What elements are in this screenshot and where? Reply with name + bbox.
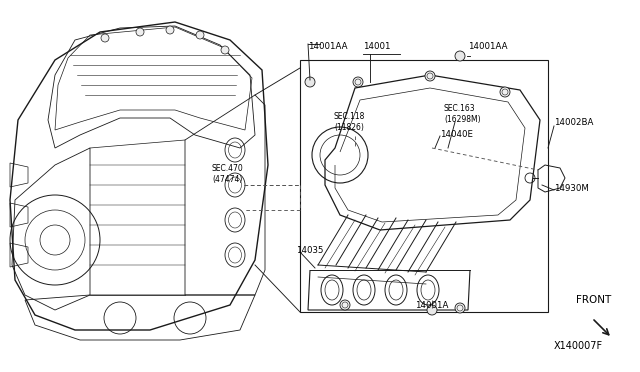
Circle shape <box>221 46 229 54</box>
Text: FRONT: FRONT <box>576 295 611 305</box>
Text: 14001: 14001 <box>363 42 390 51</box>
Text: 14001AA: 14001AA <box>468 42 508 51</box>
Text: 14001AA: 14001AA <box>308 42 348 51</box>
Circle shape <box>455 303 465 313</box>
Circle shape <box>136 28 144 36</box>
Text: SEC.470
(47474): SEC.470 (47474) <box>212 164 244 184</box>
Text: SEC.163
(16298M): SEC.163 (16298M) <box>444 104 481 124</box>
Circle shape <box>196 31 204 39</box>
Text: SEC.118
(11826): SEC.118 (11826) <box>334 112 365 132</box>
Text: 14001A: 14001A <box>415 301 449 311</box>
Circle shape <box>353 77 363 87</box>
Text: 14002BA: 14002BA <box>554 118 593 126</box>
Circle shape <box>305 77 315 87</box>
Circle shape <box>427 305 437 315</box>
Circle shape <box>340 300 350 310</box>
Circle shape <box>455 51 465 61</box>
Text: X140007F: X140007F <box>554 341 603 351</box>
Circle shape <box>425 71 435 81</box>
Circle shape <box>101 34 109 42</box>
Circle shape <box>166 26 174 34</box>
Bar <box>300 60 548 312</box>
Text: 14040E: 14040E <box>440 129 473 138</box>
Circle shape <box>500 87 510 97</box>
Text: 14035: 14035 <box>296 246 323 254</box>
Text: 14930M: 14930M <box>554 183 589 192</box>
